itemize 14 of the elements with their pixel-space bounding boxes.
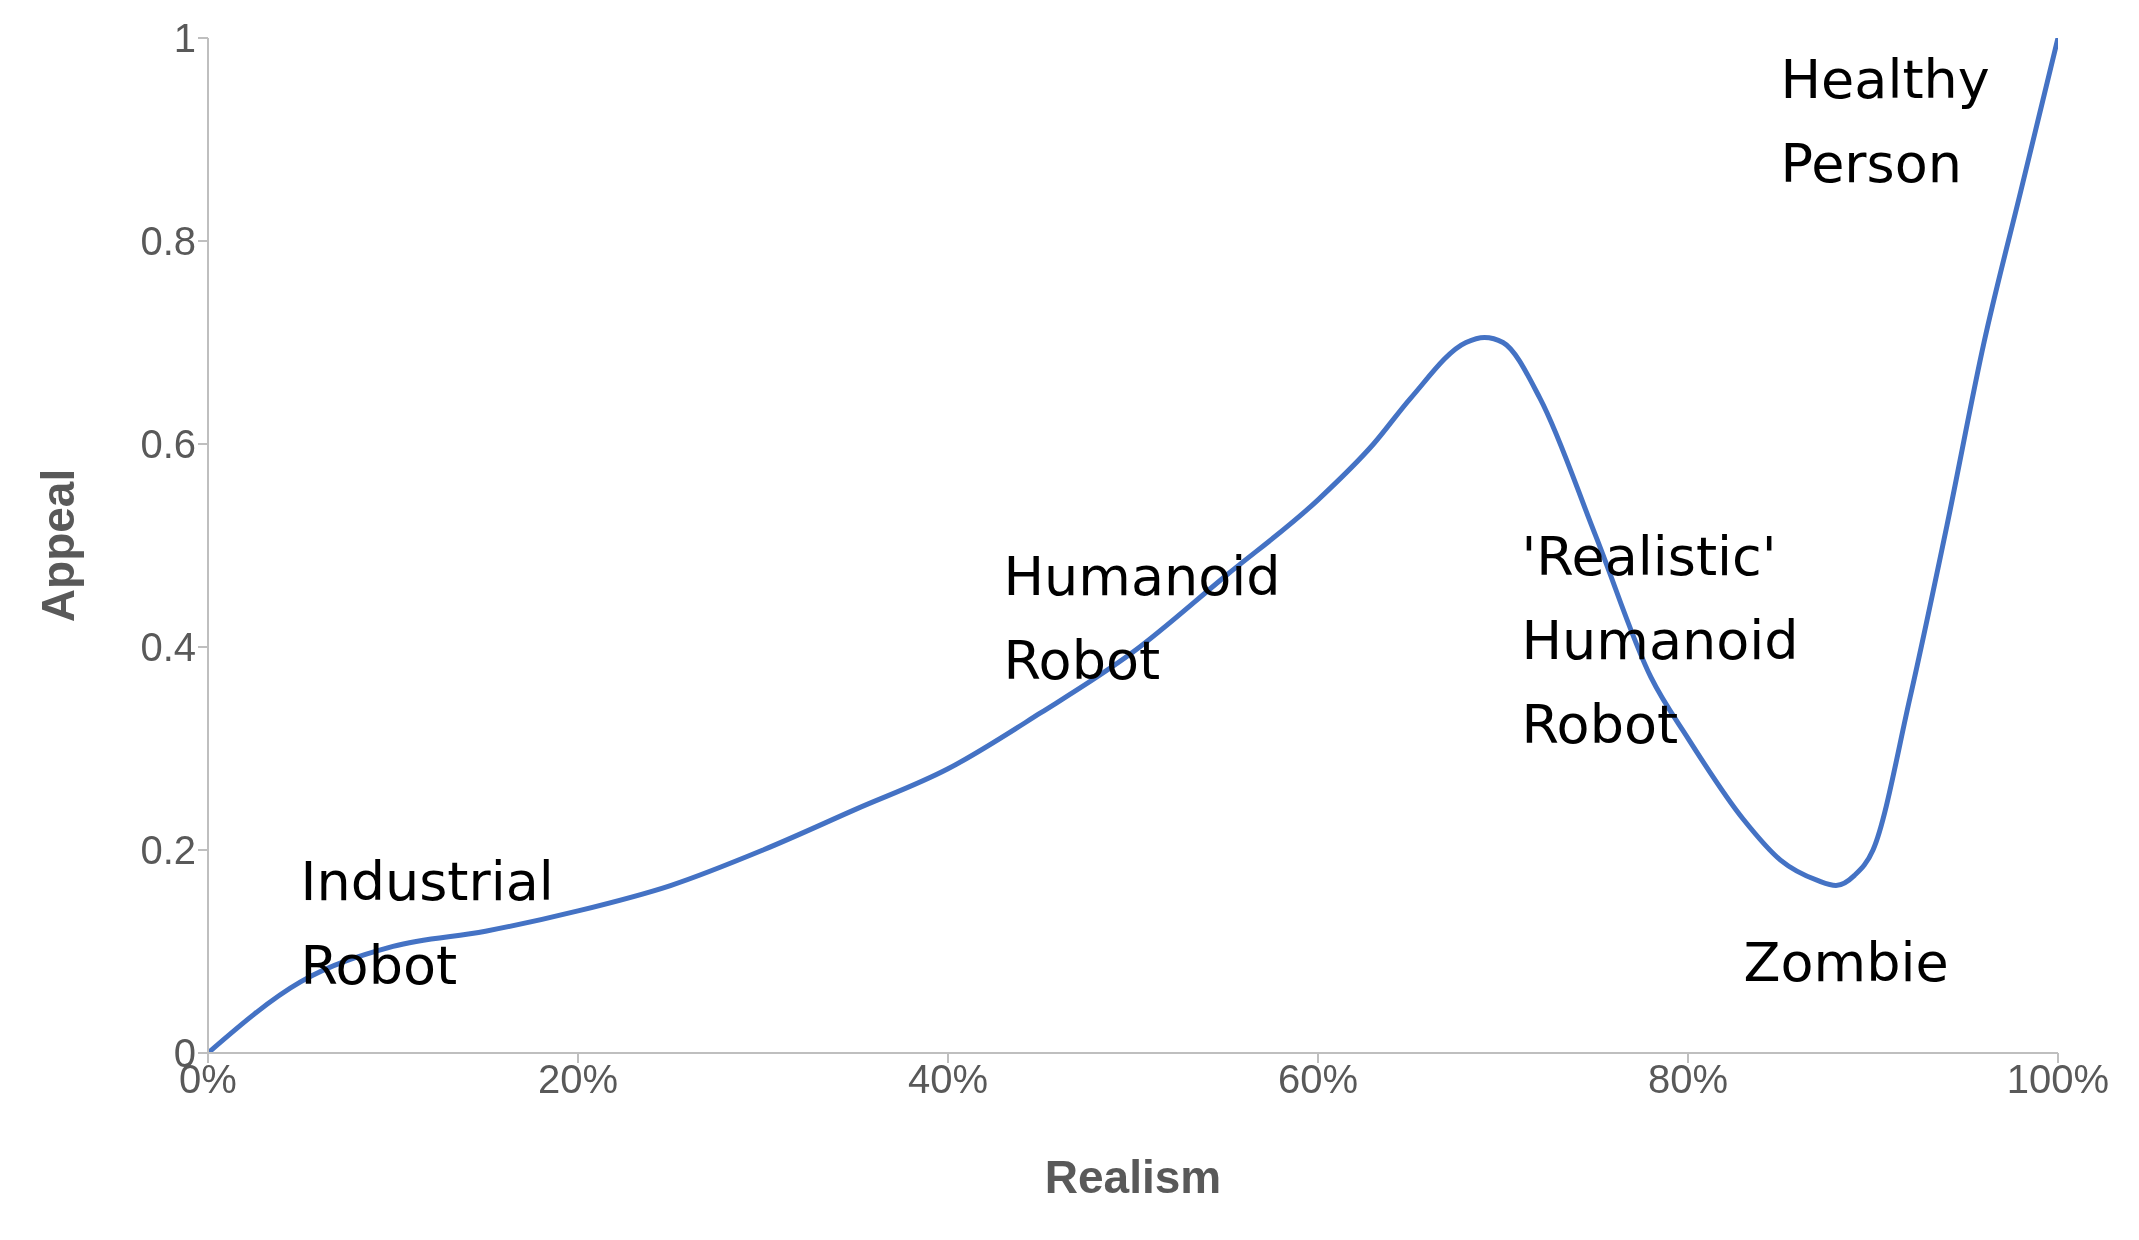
y-axis-title: Appeal xyxy=(32,468,85,623)
x-axis-title: Realism xyxy=(1044,1151,1222,1203)
annotation: Zombie xyxy=(1743,930,1949,997)
y-tick-label: 0.4 xyxy=(140,625,196,670)
x-tick-label: 20% xyxy=(537,1057,619,1102)
y-tick-label: 1 xyxy=(173,16,196,61)
x-tick-label: 100% xyxy=(2006,1057,2110,1102)
annotation: Healthy Person xyxy=(1780,47,1990,197)
y-tick-label: 0.2 xyxy=(140,828,196,873)
y-tick-label: 0.6 xyxy=(140,422,196,467)
x-tick-label: 40% xyxy=(907,1057,989,1102)
x-tick-label: 60% xyxy=(1277,1057,1359,1102)
y-tick-label: 0.8 xyxy=(140,219,196,264)
x-tick-label: 80% xyxy=(1647,1057,1729,1102)
